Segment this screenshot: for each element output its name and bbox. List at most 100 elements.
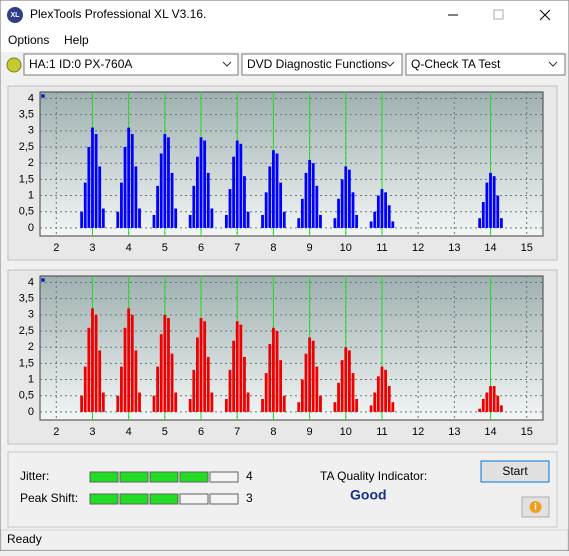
bar [91,308,94,412]
bar [369,405,373,412]
bar [344,347,348,412]
y-tick-label: 3 [28,125,34,137]
bar [87,327,91,412]
bar [481,202,485,228]
bar [391,221,395,228]
bar [170,172,174,228]
x-tick-label: 7 [234,426,240,438]
bar [98,350,102,412]
window-title: PlexTools Professional XL V3.16. [30,7,206,21]
bar [101,208,105,228]
drive-icon [6,57,22,73]
bar [279,360,283,412]
bar [120,182,123,228]
bar [282,395,286,412]
x-tick-label: 15 [521,426,533,438]
bar [340,179,344,228]
bar [485,182,489,228]
menu-item[interactable]: Help [64,33,89,47]
combo-arrow [548,61,558,67]
combo-text: HA:1 ID:0 PX-760A [29,57,132,71]
x-tick-label: 8 [270,426,276,438]
x-tick-label: 3 [89,242,95,254]
bar [130,134,134,228]
results-panel [7,451,558,528]
x-tick-label: 9 [307,242,313,254]
bar [300,198,304,228]
bar [308,159,311,228]
x-tick-label: 13 [448,242,460,254]
bar [319,395,322,412]
start-button-text[interactable]: Start [502,464,528,478]
x-tick-label: 2 [53,426,59,438]
plot-area [39,91,544,237]
bar [83,182,87,228]
bar [167,318,170,412]
bar [499,218,503,228]
bar [489,172,492,228]
bar [199,318,203,412]
combo-box[interactable] [23,53,239,76]
x-tick-label: 5 [162,242,168,254]
bar [210,208,214,228]
maximize-button[interactable] [493,9,504,20]
bar [261,398,264,412]
corner-marker [41,94,45,98]
y-tick-label: 0,5 [19,206,34,218]
function-combo[interactable]: DVD Diagnostic Functions [241,53,403,76]
test-combo[interactable]: Q-Check TA Test [405,53,566,76]
bar [163,134,167,228]
bar [134,350,138,412]
bar [120,366,123,412]
y-tick-label: 2,5 [19,141,34,153]
ta-quality-value: Good [350,487,387,503]
bar [206,172,210,228]
status-bar [0,529,569,551]
x-tick-label: 3 [89,426,95,438]
bar [347,350,351,412]
bar [101,392,105,412]
y-tick-label: 3 [28,309,34,321]
drive-combo[interactable]: HA:1 ID:0 PX-760A [23,53,239,76]
combo-arrow [385,61,395,67]
bar [481,398,485,412]
bar [315,185,319,228]
meter-segment [89,493,119,505]
bar [246,392,250,412]
bar [239,324,243,412]
bar [300,379,304,412]
x-tick-label: 14 [484,426,496,438]
bar [275,153,279,228]
bar [337,382,340,412]
combo-text: DVD Diagnostic Functions [247,57,387,71]
bar [264,373,268,412]
y-tick-label: 1,5 [19,173,34,185]
bar [159,153,163,228]
x-tick-label: 15 [521,242,533,254]
bar [380,366,384,412]
menu-item[interactable]: Options [8,33,49,47]
meter-segment [209,471,239,483]
meter-segment [179,493,209,505]
bar [235,321,239,412]
bar [376,376,380,412]
bar [297,218,301,228]
bar [127,127,131,228]
start-button[interactable] [480,460,550,483]
combo-box[interactable] [405,53,566,76]
bar [261,214,264,228]
combo-box[interactable] [241,53,403,76]
x-tick-label: 2 [53,242,59,254]
bar [355,398,359,412]
bar [203,140,207,228]
close-button[interactable] [539,9,551,21]
bar [319,214,322,228]
x-tick-label: 11 [376,242,387,254]
x-tick-label: 4 [126,426,132,438]
bar [275,331,279,412]
bar [282,211,286,228]
bar [384,192,387,228]
peak-shift-label: Peak Shift: [20,491,78,505]
bar [232,156,236,228]
menu-bar [1,30,568,52]
